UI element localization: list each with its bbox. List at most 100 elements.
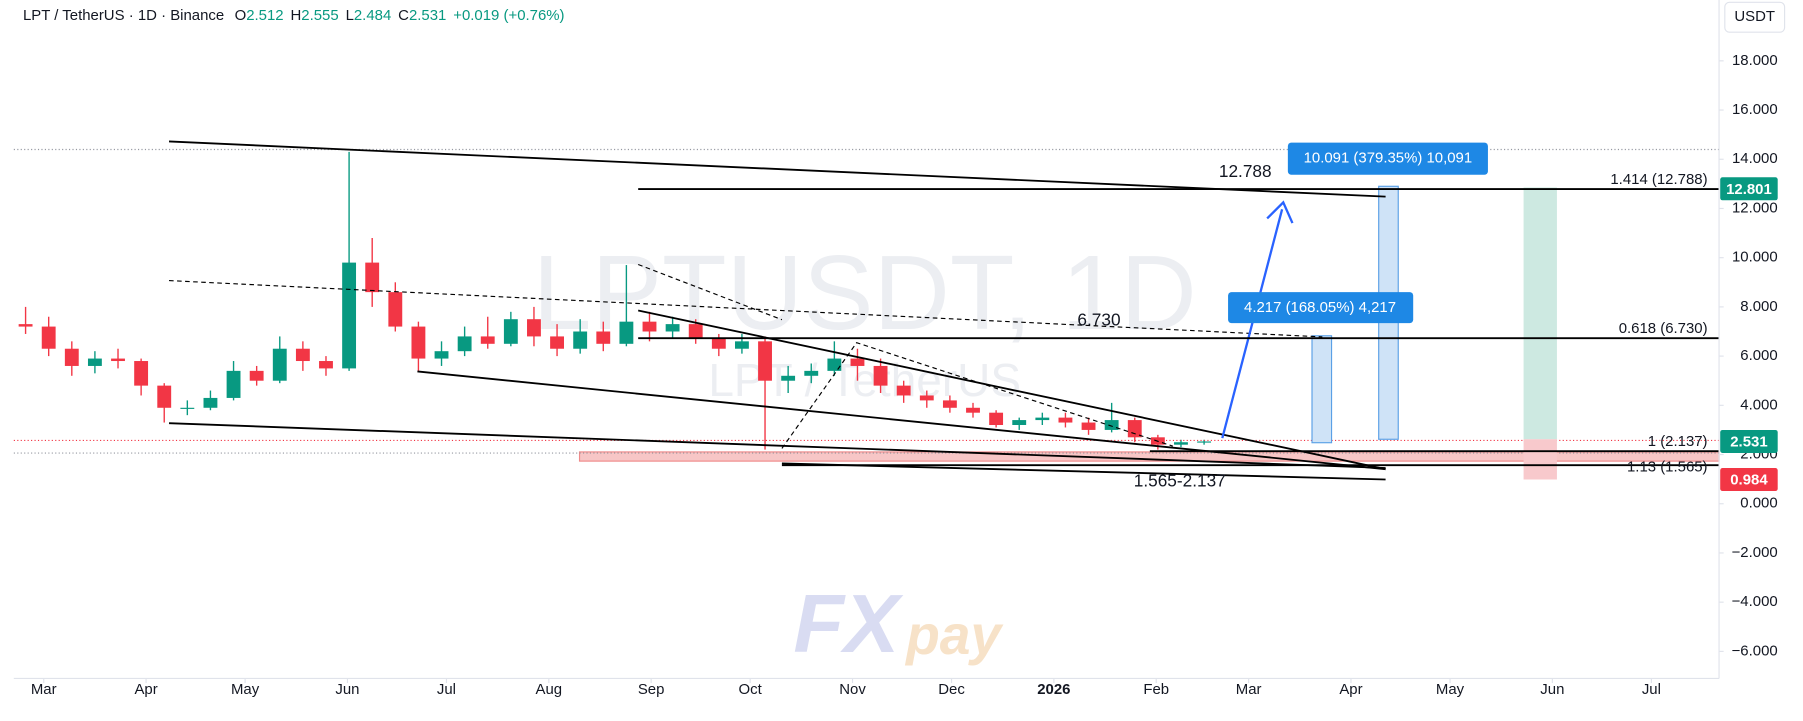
y-tick-label: 6.000 xyxy=(1740,347,1777,364)
y-tick-label: 4.000 xyxy=(1740,396,1777,413)
change: +0.019 (+0.76%) xyxy=(453,7,564,24)
candle-body xyxy=(295,348,310,362)
logo-fx: FX xyxy=(793,577,904,670)
candle-body xyxy=(781,375,796,381)
x-tick-label: Jul xyxy=(1642,681,1661,698)
header: LPT / TetherUS · 1D · Binance O2.512 H2.5… xyxy=(23,7,565,24)
candle-body xyxy=(249,370,264,381)
level-label: 1 (2.137) xyxy=(1648,433,1708,450)
candle-body xyxy=(896,385,911,396)
candle-body xyxy=(942,400,957,408)
y-tick-label: 8.000 xyxy=(1740,298,1777,315)
ohlc-label: C xyxy=(398,7,409,24)
x-tick-label: Mar xyxy=(31,681,57,698)
arrow-head xyxy=(1266,200,1294,224)
x-tick-label: Apr xyxy=(134,681,157,698)
x-tick-label: Sep xyxy=(638,681,665,698)
layer xyxy=(18,151,1212,450)
candle-body xyxy=(734,341,749,349)
candle-body xyxy=(134,361,149,386)
candle-body xyxy=(272,348,287,381)
candle-body xyxy=(365,262,380,293)
candle-body xyxy=(203,397,218,408)
candle-body xyxy=(1035,417,1050,421)
candle-body xyxy=(642,321,657,332)
trendline xyxy=(168,422,1386,469)
price-label-box xyxy=(1720,177,1778,201)
x-tick-label: Dec xyxy=(938,681,965,698)
candle-body xyxy=(527,319,541,337)
ohlc-value: 2.531 xyxy=(409,7,446,24)
ohlc: O2.512 H2.555 L2.484 C2.531 +0.019 (+0.76%) xyxy=(235,7,565,24)
candle-body xyxy=(434,351,449,359)
drawings: 12.788 6.730 1.565-2.137 10.091 (379.35%… xyxy=(13,140,1720,490)
annotation: 1.565-2.137 xyxy=(1134,470,1226,490)
x-tick-label: Jul xyxy=(437,681,456,698)
candle-body xyxy=(319,361,333,369)
watermark-subtitle: LPT / TetherUS xyxy=(708,354,1021,406)
candle-body xyxy=(711,338,726,349)
candle-body xyxy=(1197,441,1212,443)
x-tick-label: 2026 xyxy=(1037,681,1070,698)
watermark-title: LPTUSDT, 1D xyxy=(533,234,1197,352)
x-tick-label: Jun xyxy=(335,681,359,698)
annotation: 12.788 xyxy=(1219,161,1272,181)
trendline xyxy=(168,140,1386,198)
candle-body xyxy=(989,412,1004,426)
candle-body xyxy=(1104,420,1119,430)
price-label-box xyxy=(1720,429,1778,453)
candle-body xyxy=(342,262,357,369)
candle-body xyxy=(804,370,819,376)
price-label: 2.531 xyxy=(1730,434,1767,451)
candle-body xyxy=(480,336,495,344)
callout-text: 4.217 (168.05%) 4,217 xyxy=(1244,299,1396,316)
candle-body xyxy=(688,324,703,339)
y-tick-label: −2.000 xyxy=(1732,544,1778,561)
dashed-line xyxy=(637,263,783,321)
x-tick-label: Feb xyxy=(1143,681,1169,698)
arrow xyxy=(1221,209,1284,439)
candle-body xyxy=(573,331,588,349)
ohlc-value: 2.484 xyxy=(354,7,391,24)
ohlc-value: 2.555 xyxy=(301,7,338,24)
dashed-line xyxy=(781,341,1174,449)
price-label: 12.801 xyxy=(1726,181,1772,198)
dashed-line xyxy=(169,280,1323,338)
candle-body xyxy=(180,407,195,409)
y-tick-label: 18.000 xyxy=(1732,52,1778,69)
candle-body xyxy=(226,370,241,398)
level-label: 0.618 (6.730) xyxy=(1619,320,1708,337)
x-tick-label: Apr xyxy=(1339,681,1362,698)
y-tick-label: 12.000 xyxy=(1732,199,1778,216)
y-tick-label: −4.000 xyxy=(1732,593,1778,610)
candle-body xyxy=(87,358,102,366)
callout xyxy=(1228,292,1414,324)
candle-body xyxy=(550,336,564,349)
currency-button[interactable] xyxy=(1724,1,1786,33)
callout xyxy=(1287,142,1488,175)
candle-body xyxy=(18,324,33,327)
ohlc-label: H xyxy=(290,7,301,24)
trendline xyxy=(637,309,1386,471)
y-tick-label: 0.000 xyxy=(1740,495,1777,512)
symbol: LPT / TetherUS · 1D · Binance xyxy=(23,7,224,24)
watermark: LPTUSDT, 1D LPT / TetherUS FX pay xyxy=(533,234,1197,670)
ohlc-value: 2.512 xyxy=(246,7,283,24)
candle-body xyxy=(157,385,172,408)
candle-body xyxy=(1012,420,1027,426)
candle-body xyxy=(388,292,403,327)
trendline xyxy=(417,370,1386,471)
ohlc-label: L xyxy=(346,7,354,24)
stop-zone xyxy=(1523,439,1557,480)
currency[interactable]: USDT xyxy=(1734,8,1775,25)
x-tick-label: Mar xyxy=(1236,681,1262,698)
candle-body xyxy=(758,341,772,381)
measure xyxy=(1311,335,1333,444)
layer: 1.414 (12.788) 0.618 (6.730) 1 (2.137) 1.13… xyxy=(638,171,1720,475)
candle-body xyxy=(111,358,125,362)
candle-body xyxy=(619,321,634,344)
y-tick-label: 16.000 xyxy=(1732,101,1778,118)
candle-body xyxy=(1174,442,1188,445)
candle-body xyxy=(411,326,426,359)
